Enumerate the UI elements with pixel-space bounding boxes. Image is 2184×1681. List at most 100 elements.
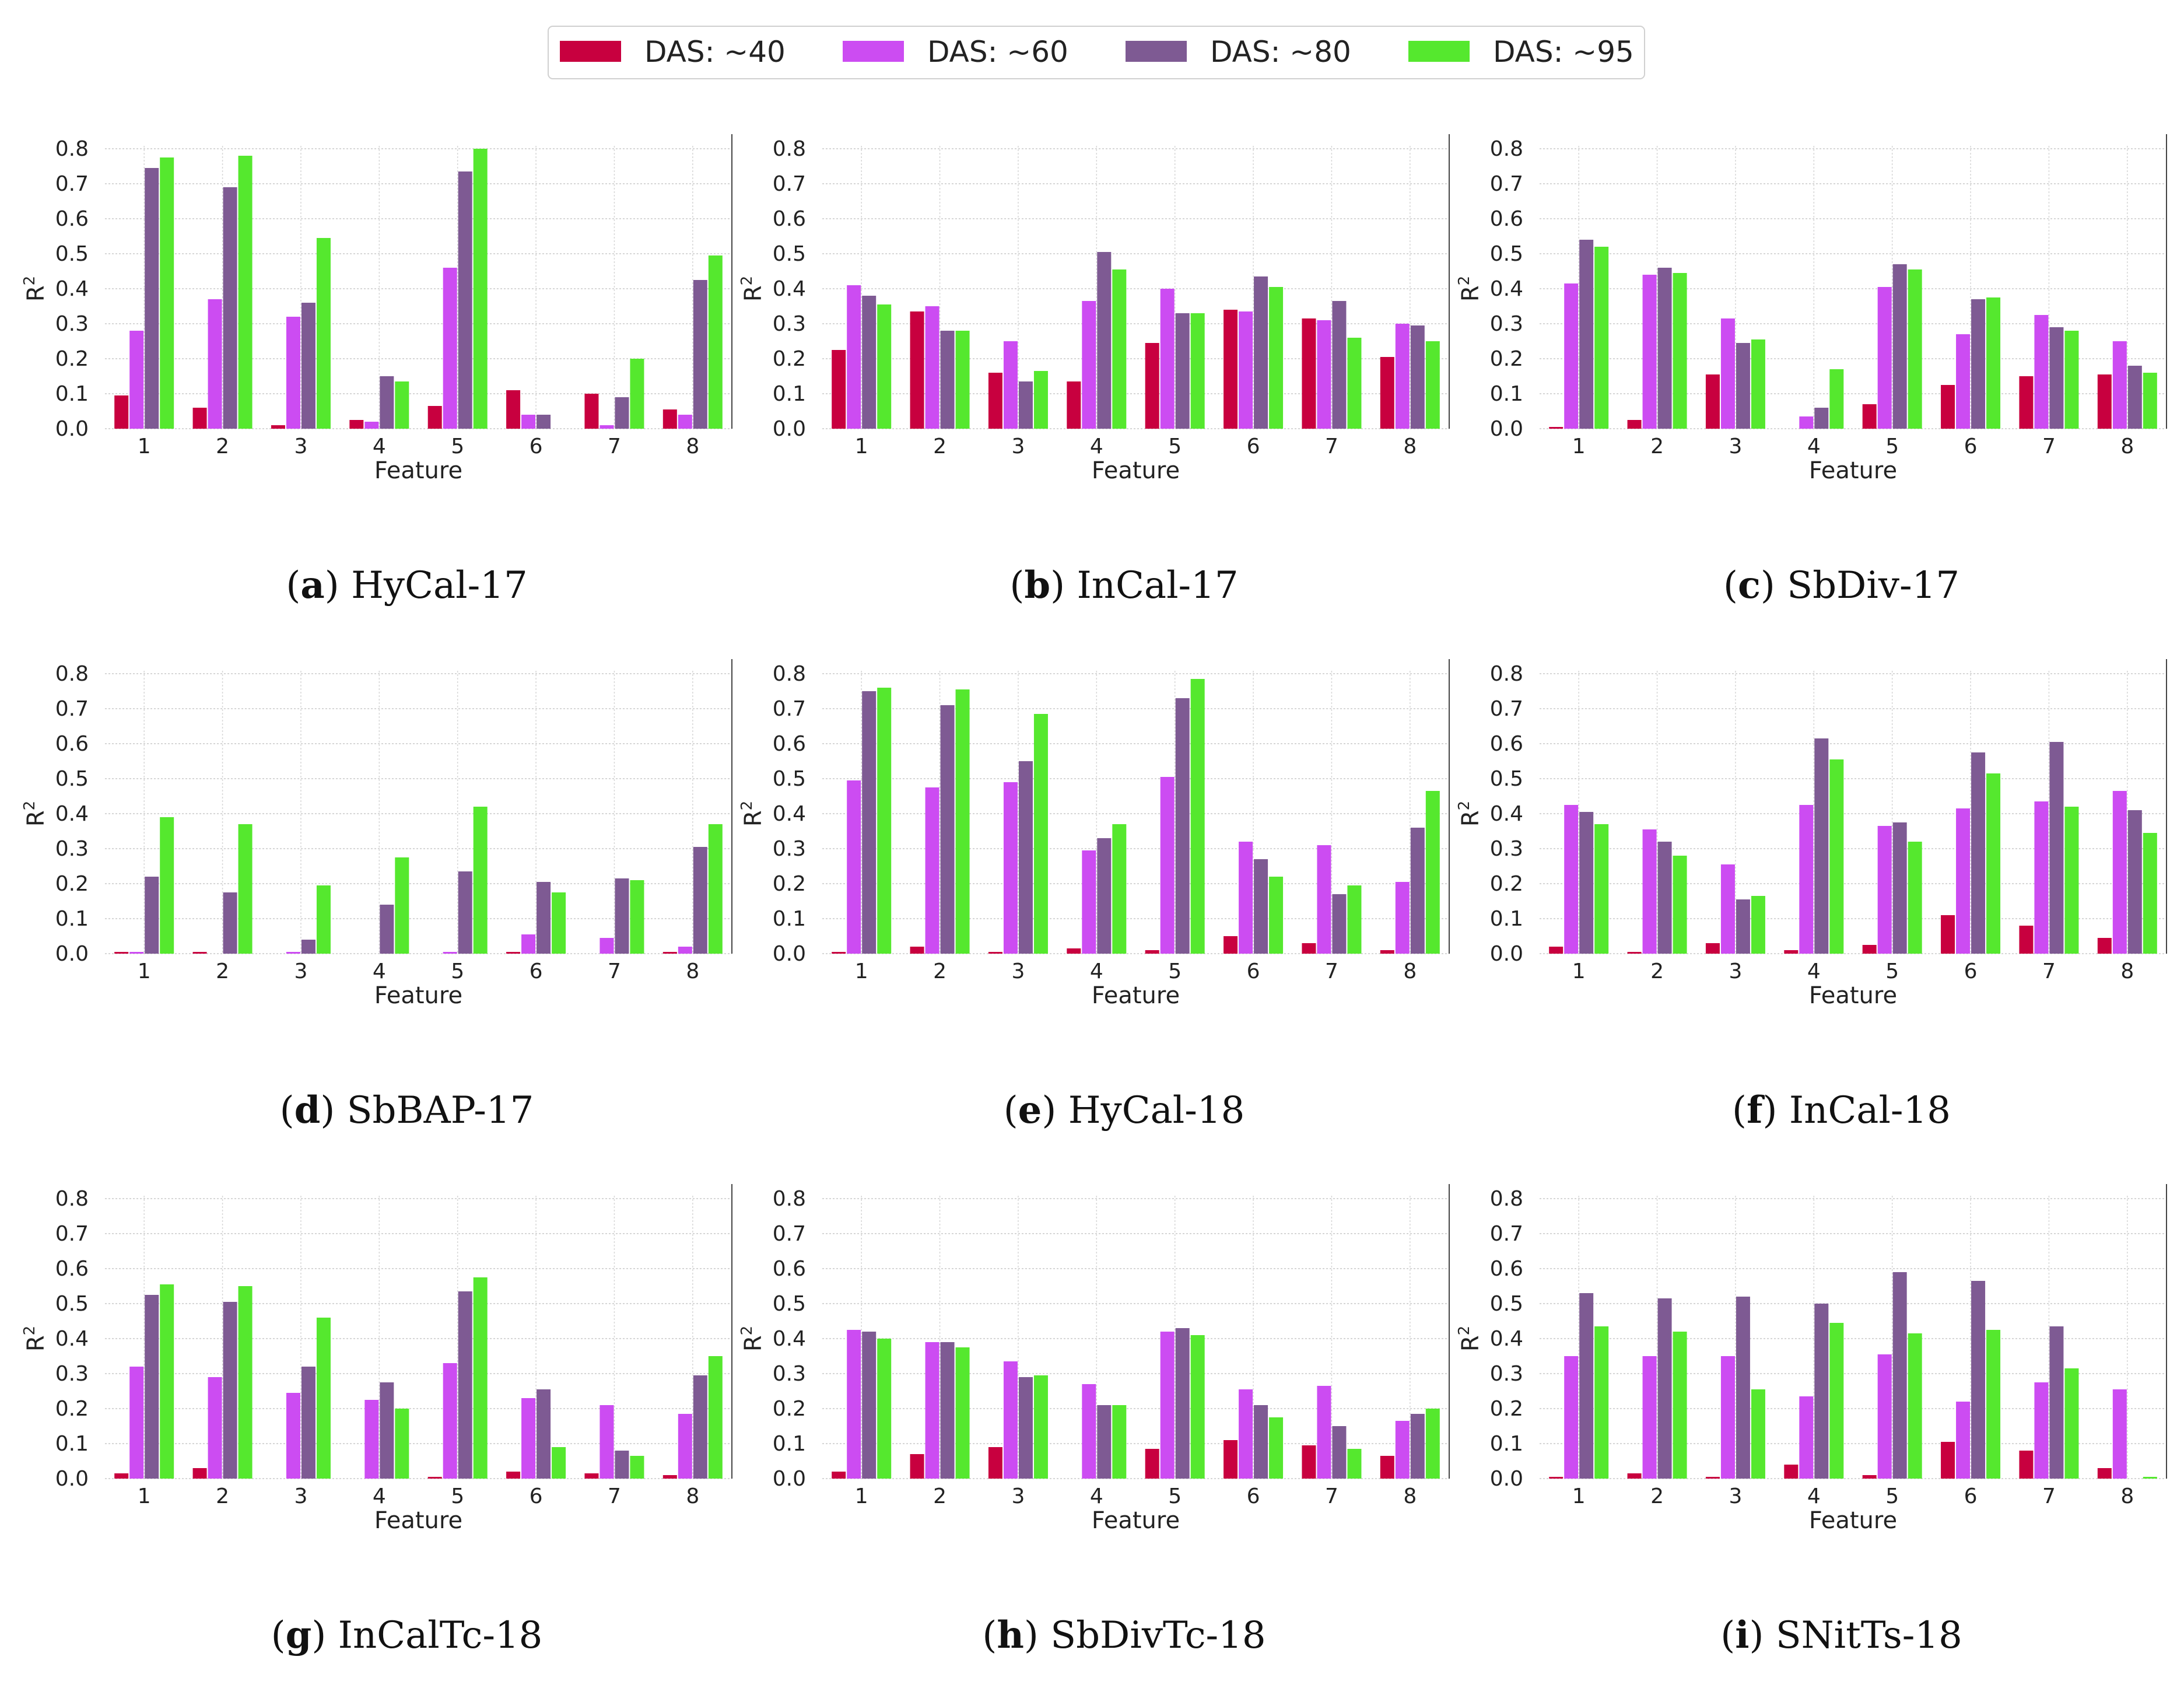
- bar: [1877, 1354, 1892, 1479]
- y-tick-label: 0.7: [1490, 172, 1523, 196]
- bar: [1751, 896, 1765, 954]
- y-tick-label: 0.3: [1490, 837, 1523, 861]
- bar: [940, 1342, 955, 1479]
- bar: [832, 1472, 846, 1479]
- x-tick-label: 1: [138, 959, 151, 983]
- legend-label: DAS: ~80: [1210, 35, 1351, 69]
- x-tick-label: 5: [451, 1484, 464, 1508]
- bar: [847, 780, 861, 954]
- y-tick-label: 0.7: [773, 1222, 806, 1246]
- bar: [1908, 269, 1922, 429]
- bar: [506, 390, 521, 429]
- bar: [1003, 341, 1018, 429]
- y-tick-label: 0.6: [773, 732, 806, 756]
- bar: [1395, 324, 1410, 429]
- bar: [2064, 331, 2079, 429]
- bar: [1673, 1332, 1687, 1479]
- y-tick-label: 0.2: [773, 872, 806, 896]
- bar: [2112, 341, 2127, 429]
- bar: [1657, 842, 1672, 954]
- x-tick-label: 8: [686, 959, 699, 983]
- bar: [1986, 1330, 2001, 1479]
- y-tick-label: 0.1: [773, 907, 806, 931]
- bar: [1033, 371, 1048, 429]
- legend-swatch: [1126, 41, 1187, 62]
- bar: [1395, 882, 1410, 954]
- bar: [1594, 247, 1609, 429]
- panel-d: 0.0 0.1 0.2 0.3 0.4 0.5 0.6 0.7 0.8 1 2 3 4 5 6 7 8 Featu…: [21, 659, 732, 1132]
- bar: [192, 1468, 207, 1479]
- y-tick-label: 0.4: [773, 1327, 806, 1351]
- legend-label: DAS: ~60: [927, 35, 1068, 69]
- x-tick-label: 6: [1247, 1484, 1260, 1508]
- bar: [443, 952, 457, 954]
- x-tick-label: 7: [608, 435, 621, 458]
- bar: [1549, 427, 1563, 429]
- y-tick-label: 0.2: [55, 872, 89, 896]
- x-axis-label: Feature: [1809, 1507, 1897, 1534]
- bar: [1302, 1445, 1316, 1479]
- panel-e: 0.0 0.1 0.2 0.3 0.4 0.5 0.6 0.7 0.8 1 2 3 4 5 6 7 8 Featu…: [738, 659, 1450, 1132]
- bar: [1941, 385, 1955, 429]
- bar: [1410, 325, 1425, 429]
- bar: [1862, 1475, 1877, 1479]
- x-tick-label: 4: [1807, 959, 1821, 983]
- bar: [2034, 801, 2049, 954]
- bar: [1239, 311, 1253, 429]
- x-tick-label: 1: [138, 1484, 151, 1508]
- x-tick-label: 5: [1168, 1484, 1182, 1508]
- bar: [1082, 1384, 1096, 1479]
- y-tick-label: 0.7: [55, 697, 89, 721]
- bar: [301, 940, 315, 954]
- bar: [708, 255, 723, 429]
- bar: [1751, 1389, 1765, 1479]
- x-tick-label: 7: [2042, 1484, 2056, 1508]
- bar: [1003, 1361, 1018, 1479]
- bar: [160, 157, 174, 429]
- x-tick-label: 4: [373, 959, 386, 983]
- bar: [286, 1393, 300, 1479]
- bar: [223, 187, 237, 429]
- bar: [1175, 313, 1190, 429]
- bar: [238, 824, 253, 954]
- bar: [1941, 915, 1955, 954]
- x-tick-label: 1: [855, 959, 868, 983]
- bar: [1190, 1335, 1205, 1479]
- bar: [1564, 283, 1579, 429]
- y-tick-label: 0.8: [1490, 662, 1523, 686]
- x-tick-label: 3: [294, 435, 307, 458]
- y-tick-label: 0.4: [55, 1327, 89, 1351]
- x-tick-label: 5: [451, 435, 464, 458]
- y-tick-label: 0.7: [773, 172, 806, 196]
- y-tick-label: 0.8: [773, 137, 806, 161]
- bar: [1862, 404, 1877, 429]
- x-tick-label: 3: [1011, 435, 1025, 458]
- x-tick-label: 6: [1247, 959, 1260, 983]
- bar: [1347, 338, 1362, 429]
- bar: [2019, 926, 2034, 954]
- y-tick-label: 0.5: [55, 242, 89, 266]
- y-tick-label: 0.1: [55, 1432, 89, 1456]
- legend: DAS: ~40 DAS: ~60 DAS: ~80 DAS: ~95: [548, 26, 1645, 79]
- bar: [693, 847, 707, 954]
- bar: [1175, 1328, 1190, 1479]
- bar: [301, 303, 315, 429]
- bar: [1380, 950, 1394, 954]
- y-tick-label: 0.5: [1490, 1292, 1523, 1316]
- x-tick-label: 4: [1090, 1484, 1103, 1508]
- bar: [552, 892, 566, 954]
- x-tick-label: 7: [1325, 959, 1338, 983]
- bar: [1549, 947, 1563, 954]
- x-tick-label: 1: [1572, 1484, 1586, 1508]
- x-tick-label: 4: [1090, 435, 1103, 458]
- bar: [1082, 301, 1096, 429]
- x-tick-label: 1: [138, 435, 151, 458]
- bar: [1594, 824, 1609, 954]
- bar: [630, 359, 644, 429]
- bar: [1082, 850, 1096, 954]
- y-tick-label: 0.1: [1490, 907, 1523, 931]
- bar: [1112, 824, 1127, 954]
- bar: [1673, 273, 1687, 429]
- x-axis-label: Feature: [1092, 1507, 1180, 1534]
